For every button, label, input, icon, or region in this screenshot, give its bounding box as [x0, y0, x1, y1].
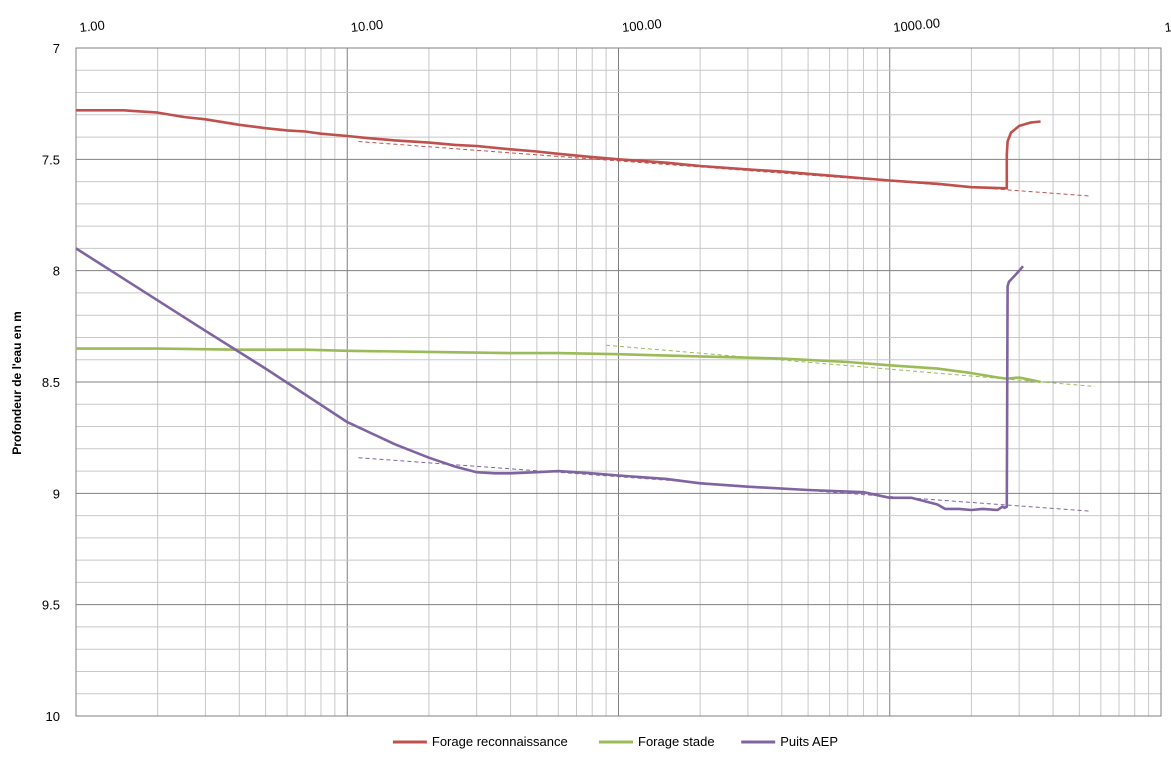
y-tick-label: 9.5 [42, 598, 60, 613]
x-tick-label: 100.00 [621, 16, 662, 35]
trendline [606, 344, 1095, 387]
grid [75, 47, 1161, 717]
y-axis-label: Profondeur de l'eau en m [10, 311, 24, 455]
legend-label: Forage stade [638, 734, 715, 749]
x-tick-label: 1000.00 [892, 15, 940, 35]
y-tick-label: 7 [53, 41, 60, 56]
series-lines [75, 109, 1041, 512]
trendlines [358, 141, 1095, 512]
legend-label: Puits AEP [780, 734, 838, 749]
series-line-1 [76, 109, 1041, 190]
y-tick-label: 8 [53, 264, 60, 279]
x-tick-label: 1.00 [79, 17, 106, 35]
x-axis-ticks: 1.00 10.00 100.00 1000.00 1 [79, 15, 1171, 35]
x-tick-label: 10.00 [350, 17, 384, 35]
series-line-2 [76, 347, 1041, 384]
plot-area [75, 47, 1162, 717]
y-tick-label: 10 [46, 709, 60, 724]
y-tick-label: 9 [53, 486, 60, 501]
y-tick-label: 8.5 [42, 375, 60, 390]
y-tick-label: 7.5 [42, 152, 60, 167]
legend-label: Forage reconnaissance [432, 734, 568, 749]
y-axis-ticks: 7 7.5 8 8.5 9 9.5 10 [42, 41, 60, 724]
legend: Forage reconnaissance Forage stade Puits A… [392, 734, 838, 749]
series-line-3 [75, 247, 1024, 512]
x-tick-label: 1 [1164, 19, 1171, 35]
